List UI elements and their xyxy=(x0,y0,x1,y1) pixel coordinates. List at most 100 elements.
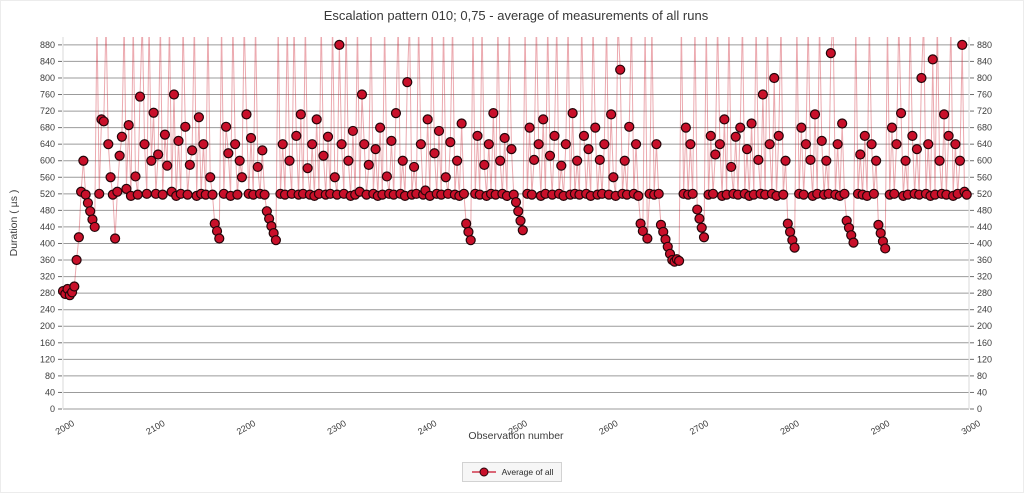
data-point-marker xyxy=(472,130,483,141)
data-point-marker xyxy=(692,204,703,215)
y-tick-label: 400 xyxy=(40,238,55,248)
data-point-marker xyxy=(465,235,476,246)
data-point-marker xyxy=(533,139,544,150)
data-point-marker xyxy=(182,189,193,200)
data-point-marker xyxy=(318,150,329,161)
y-tick-label: 800 xyxy=(40,73,55,83)
data-point-marker xyxy=(513,206,524,217)
data-point-marker xyxy=(567,108,578,119)
data-point-marker xyxy=(515,215,526,226)
data-point-marker xyxy=(642,233,653,244)
data-point-marker xyxy=(773,130,784,141)
data-point-marker xyxy=(583,144,594,155)
data-point-marker xyxy=(390,108,402,119)
data-point-marker xyxy=(207,189,218,200)
data-point-marker xyxy=(798,189,809,200)
data-point-marker xyxy=(375,122,386,133)
data-point-marker xyxy=(109,233,121,244)
data-point-marker xyxy=(832,139,843,150)
data-point-marker xyxy=(141,188,152,199)
data-point-marker xyxy=(891,139,902,150)
data-point-marker xyxy=(859,130,870,141)
y-tick-label: 480 xyxy=(40,205,55,215)
data-point-marker xyxy=(954,155,966,166)
data-point-marker xyxy=(159,129,171,140)
data-point-marker xyxy=(730,131,741,142)
y-tick-label: 760 xyxy=(40,90,55,100)
data-point-marker xyxy=(900,155,911,166)
data-point-marker xyxy=(778,189,789,200)
data-point-marker xyxy=(911,144,923,155)
data-point-marker xyxy=(334,39,345,50)
y-tick-label: 200 xyxy=(40,321,55,331)
data-point-marker xyxy=(578,130,590,141)
data-point-marker xyxy=(80,189,91,200)
data-point-marker xyxy=(381,171,392,182)
data-point-marker xyxy=(633,190,644,201)
data-point-marker xyxy=(359,139,370,150)
data-point-marker xyxy=(408,161,420,173)
data-point-marker xyxy=(187,145,198,156)
y-tick-label: 520 xyxy=(40,189,55,199)
data-point-marker xyxy=(816,135,827,146)
chart-title: Escalation pattern 010; 0,75 - average o… xyxy=(323,8,709,23)
y-tick-label: 320 xyxy=(40,272,55,282)
data-point-marker xyxy=(839,188,850,199)
y-tick-label: 600 xyxy=(40,156,55,166)
y-tick-label-right: 200 xyxy=(977,321,992,331)
data-point-marker xyxy=(105,172,116,183)
data-point-marker xyxy=(694,213,705,224)
data-point-marker xyxy=(284,155,295,166)
data-point-marker xyxy=(735,122,746,133)
data-point-marker xyxy=(630,139,642,150)
data-point-marker xyxy=(880,243,891,254)
data-point-marker xyxy=(510,197,522,208)
y-tick-label-right: 40 xyxy=(977,387,987,397)
data-point-marker xyxy=(277,139,288,150)
data-point-marker xyxy=(796,122,807,133)
y-tick-label-right: 400 xyxy=(977,238,992,248)
data-point-marker xyxy=(223,148,234,159)
data-point-marker xyxy=(606,109,617,120)
data-point-marker xyxy=(529,154,540,165)
series-group xyxy=(57,37,972,301)
data-point-marker xyxy=(705,130,716,141)
data-point-marker xyxy=(821,155,832,166)
y-tick-label: 720 xyxy=(40,106,55,116)
data-point-marker xyxy=(402,77,413,88)
data-point-marker xyxy=(741,144,753,155)
y-tick-label-right: 640 xyxy=(977,139,992,149)
data-point-marker xyxy=(538,114,549,125)
data-point-marker xyxy=(719,114,730,125)
data-point-marker xyxy=(336,139,347,150)
data-point-marker xyxy=(343,155,354,166)
y-tick-label: 440 xyxy=(40,222,55,232)
data-point-marker xyxy=(397,155,408,166)
data-point-marker xyxy=(173,135,184,146)
data-point-marker xyxy=(214,233,225,244)
y-tick-label: 120 xyxy=(40,354,55,364)
data-point-marker xyxy=(116,131,127,142)
data-point-marker xyxy=(800,139,812,150)
data-point-marker xyxy=(544,150,556,161)
data-point-marker xyxy=(572,155,583,166)
y-tick-label-right: 720 xyxy=(977,106,992,116)
data-point-marker xyxy=(461,218,472,229)
data-point-marker xyxy=(148,107,159,118)
data-point-marker xyxy=(114,150,125,161)
data-point-marker xyxy=(871,155,882,166)
data-point-marker xyxy=(134,91,146,102)
data-point-marker xyxy=(205,172,216,183)
data-point-marker xyxy=(356,89,368,100)
legend: Average of all xyxy=(1,462,1023,482)
data-point-marker xyxy=(651,139,662,150)
data-point-marker xyxy=(157,189,168,200)
data-point-marker xyxy=(112,186,123,197)
data-point-marker xyxy=(220,121,232,132)
data-point-marker xyxy=(889,188,900,199)
legend-series-marker-icon xyxy=(471,467,496,477)
data-point-marker xyxy=(78,155,89,166)
data-point-marker xyxy=(934,155,945,166)
data-point-marker xyxy=(103,139,114,150)
